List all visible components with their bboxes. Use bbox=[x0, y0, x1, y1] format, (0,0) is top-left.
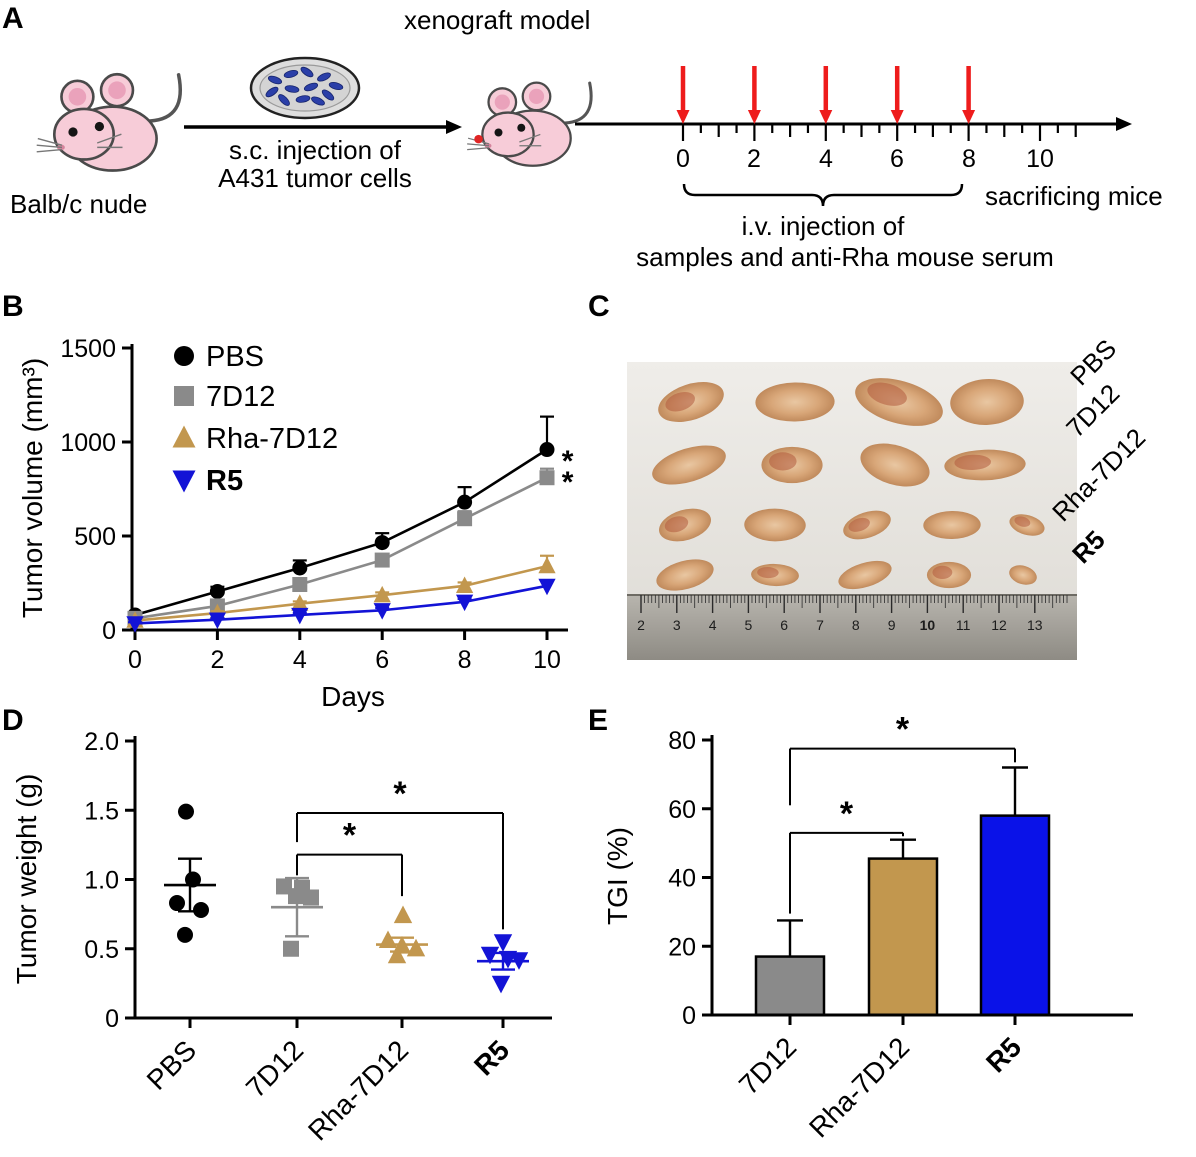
svg-text:11: 11 bbox=[956, 617, 971, 633]
svg-text:*: * bbox=[840, 795, 854, 833]
timeline-tick-label-4: 4 bbox=[819, 145, 833, 173]
svg-text:4: 4 bbox=[293, 646, 307, 674]
svg-text:R5: R5 bbox=[468, 1034, 515, 1081]
svg-text:0: 0 bbox=[128, 646, 142, 674]
svg-text:20: 20 bbox=[668, 933, 696, 961]
panel-c-label: C bbox=[588, 290, 610, 323]
svg-text:10: 10 bbox=[533, 646, 561, 674]
svg-text:7D12: 7D12 bbox=[240, 1034, 309, 1103]
svg-text:7D12: 7D12 bbox=[733, 1031, 802, 1100]
iv-injection-text-line1: i.v. injection of bbox=[741, 211, 905, 241]
panel-e-label: E bbox=[588, 704, 609, 737]
svg-text:1.0: 1.0 bbox=[84, 867, 119, 895]
timeline-tick-label-6: 6 bbox=[890, 145, 904, 173]
panel-b-label: B bbox=[2, 290, 24, 323]
svg-text:PBS: PBS bbox=[206, 341, 264, 373]
svg-text:Tumor volume (mm³): Tumor volume (mm³) bbox=[17, 358, 48, 618]
tumor-photo: 2 3 4 5 6 7 8 9 10 11 12 13 bbox=[627, 362, 1077, 660]
tumor-row bbox=[656, 559, 1037, 591]
tumor-cells-dish-icon bbox=[249, 56, 361, 120]
tumor-volume-line-chart: 0 500 1000 1500 0 2 4 6 8 10 Days Tumor volume (mm³… bbox=[17, 335, 574, 712]
panel-d-label: D bbox=[2, 704, 24, 737]
brace bbox=[682, 183, 964, 207]
sc-injection-text-line2: A431 tumor cells bbox=[218, 163, 412, 193]
mouse-icon bbox=[467, 81, 593, 167]
svg-text:0: 0 bbox=[105, 1005, 119, 1033]
svg-text:4: 4 bbox=[709, 617, 717, 633]
svg-text:*: * bbox=[343, 817, 357, 855]
svg-text:6: 6 bbox=[375, 646, 389, 674]
svg-text:2.0: 2.0 bbox=[84, 728, 119, 756]
svg-text:3: 3 bbox=[673, 617, 681, 633]
svg-text:12: 12 bbox=[991, 617, 1007, 633]
svg-text:Rha-7D12: Rha-7D12 bbox=[302, 1034, 414, 1146]
tgi-bar-chart: 0 20 40 60 80 7D12 Rha-7D12 R5 TGI (%) * * bbox=[602, 716, 1133, 1143]
svg-text:9: 9 bbox=[888, 617, 896, 633]
svg-text:1.5: 1.5 bbox=[84, 797, 119, 825]
iv-injection-text-line2: samples and anti-Rha mouse serum bbox=[636, 242, 1054, 272]
svg-text:Days: Days bbox=[321, 681, 385, 712]
svg-text:TGI (%): TGI (%) bbox=[602, 827, 633, 925]
mouse-icon bbox=[36, 72, 182, 172]
svg-text:R5: R5 bbox=[206, 465, 243, 497]
svg-text:7: 7 bbox=[816, 617, 824, 633]
svg-text:40: 40 bbox=[668, 865, 696, 893]
svg-text:1500: 1500 bbox=[60, 335, 116, 363]
svg-text:8: 8 bbox=[852, 617, 860, 633]
svg-text:7D12: 7D12 bbox=[206, 381, 275, 413]
svg-text:13: 13 bbox=[1027, 617, 1043, 633]
svg-text:Rha-7D12: Rha-7D12 bbox=[206, 423, 338, 455]
svg-text:5: 5 bbox=[745, 617, 753, 633]
svg-text:1000: 1000 bbox=[60, 429, 116, 457]
panel-a-label: A bbox=[2, 2, 24, 35]
sc-injection-text-line1: s.c. injection of bbox=[229, 135, 401, 165]
svg-text:*: * bbox=[393, 775, 407, 813]
timeline-tick-label-10: 10 bbox=[1026, 145, 1054, 173]
svg-text:0: 0 bbox=[102, 617, 116, 645]
svg-text:10: 10 bbox=[920, 617, 936, 633]
tumor-row bbox=[659, 508, 1045, 542]
svg-text:*: * bbox=[896, 716, 910, 749]
timeline-tick-label-8: 8 bbox=[962, 145, 976, 173]
xenograft-model-title: xenograft model bbox=[404, 5, 591, 35]
svg-text:R5: R5 bbox=[980, 1031, 1027, 1078]
svg-text:0.5: 0.5 bbox=[84, 936, 119, 964]
svg-text:80: 80 bbox=[668, 727, 696, 755]
svg-text:*: * bbox=[562, 466, 574, 499]
svg-text:0: 0 bbox=[682, 1002, 696, 1030]
panel-a-schematic bbox=[36, 56, 1132, 207]
tumor-row bbox=[652, 443, 1026, 487]
mouse-strain-label: Balb/c nude bbox=[10, 189, 148, 219]
svg-text:2: 2 bbox=[210, 646, 224, 674]
svg-text:Tumor weight (g): Tumor weight (g) bbox=[11, 774, 42, 985]
svg-text:6: 6 bbox=[780, 617, 788, 633]
timeline-tick-label-2: 2 bbox=[747, 145, 761, 173]
tumor-row bbox=[658, 378, 1024, 426]
svg-text:8: 8 bbox=[458, 646, 472, 674]
svg-text:*: * bbox=[562, 445, 574, 478]
svg-text:PBS: PBS bbox=[141, 1034, 203, 1096]
svg-text:60: 60 bbox=[668, 796, 696, 824]
sacrificing-mice-label: sacrificing mice bbox=[985, 181, 1163, 211]
timeline-tick-label-0: 0 bbox=[676, 145, 690, 173]
svg-text:2: 2 bbox=[637, 617, 645, 633]
ruler bbox=[627, 595, 1077, 660]
svg-text:500: 500 bbox=[74, 523, 116, 551]
svg-text:Rha-7D12: Rha-7D12 bbox=[803, 1031, 915, 1143]
